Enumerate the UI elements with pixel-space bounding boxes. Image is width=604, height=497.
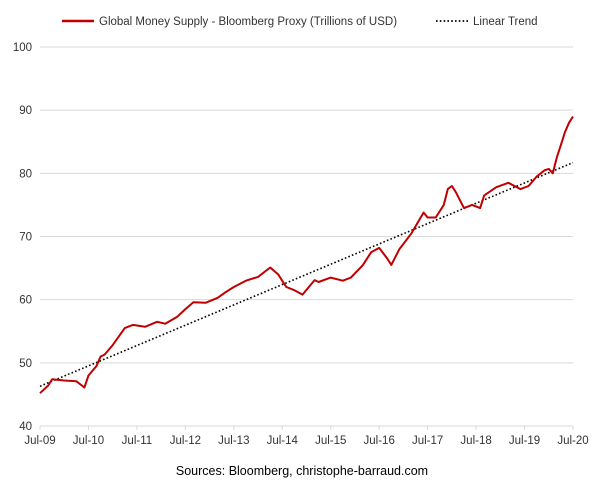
source-note: Sources: Bloomberg, christophe-barraud.c…: [175, 464, 429, 478]
legend: Global Money Supply - Bloomberg Proxy (T…: [62, 16, 538, 28]
x-tick-label: Jul-10: [73, 435, 104, 447]
x-tick-label: Jul-17: [412, 435, 443, 447]
trend-line: [39, 161, 574, 387]
y-tick-label: 80: [19, 168, 32, 180]
y-tick-label: 60: [19, 295, 32, 307]
grid: [40, 46, 573, 427]
y-tick-label: 70: [19, 232, 32, 244]
x-tick-label: Jul-14: [267, 435, 299, 447]
series-layer: [39, 115, 574, 394]
x-tick-label: Jul-20: [557, 435, 588, 447]
x-tick-label: Jul-11: [122, 435, 152, 447]
y-tick-label: 50: [19, 358, 32, 370]
x-tick-label: Jul-16: [364, 435, 395, 447]
x-tick-label: Jul-09: [24, 435, 55, 447]
x-tick-label: Jul-19: [509, 435, 540, 447]
x-tick-label: Jul-12: [170, 435, 201, 447]
y-tick-label: 100: [13, 42, 32, 54]
y-tick-label: 90: [19, 105, 32, 117]
x-tick-label: Jul-15: [315, 435, 346, 447]
y-tick-label: 40: [19, 421, 32, 433]
legend-label-trend: Linear Trend: [473, 16, 538, 28]
y-axis: 40 50 60 70 80 90 100: [13, 42, 32, 433]
legend-label-money-supply: Global Money Supply - Bloomberg Proxy (T…: [99, 16, 397, 28]
x-axis: Jul-09 Jul-10 Jul-11 Jul-12 Jul-13 Jul-14 Jul-…: [24, 425, 589, 447]
x-tick-label: Jul-13: [218, 435, 249, 447]
money-supply-line: [39, 115, 574, 394]
x-tick-label: Jul-18: [460, 435, 491, 447]
